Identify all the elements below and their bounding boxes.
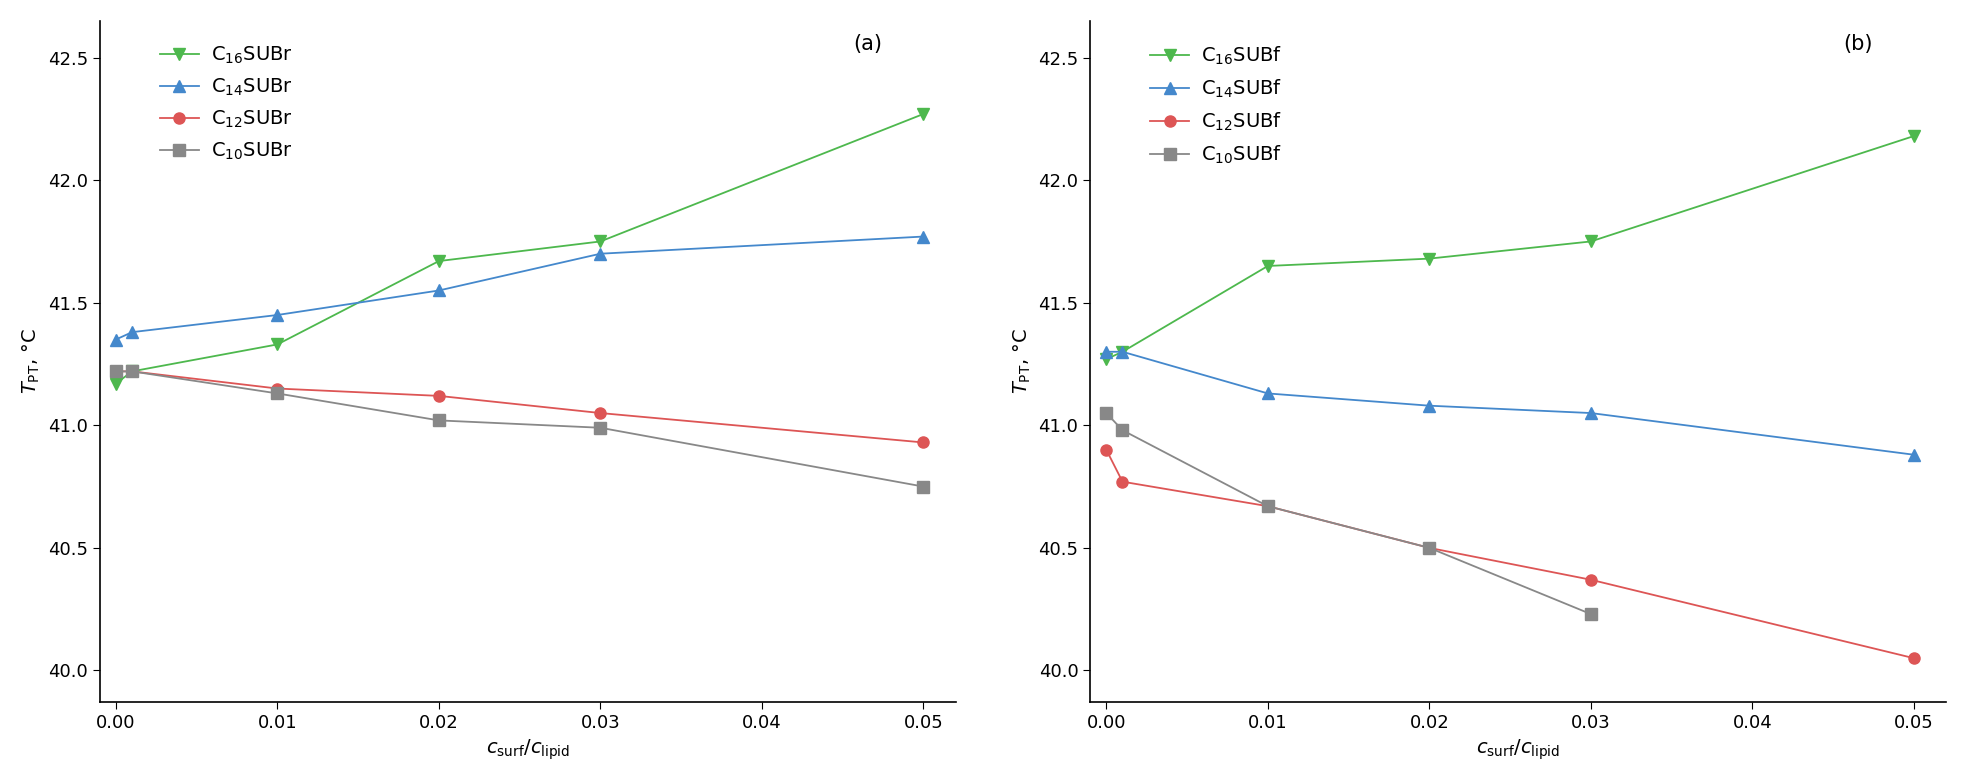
Line: C$_{10}$SUBr: C$_{10}$SUBr	[110, 366, 928, 493]
C$_{14}$SUBf	[1418, 401, 1442, 410]
C$_{16}$SUBr	[427, 256, 450, 265]
C$_{12}$SUBr	[427, 392, 450, 401]
C$_{16}$SUBr	[104, 379, 128, 388]
C$_{10}$SUBr	[911, 482, 934, 491]
Line: C$_{14}$SUBr: C$_{14}$SUBr	[110, 231, 928, 345]
C$_{16}$SUBf	[1418, 254, 1442, 263]
C$_{12}$SUBf	[1111, 477, 1135, 486]
Line: C$_{16}$SUBr: C$_{16}$SUBr	[110, 108, 928, 389]
Line: C$_{12}$SUBf: C$_{12}$SUBf	[1102, 444, 1920, 664]
C$_{12}$SUBf	[1580, 575, 1603, 584]
C$_{12}$SUBf	[1418, 543, 1442, 553]
C$_{12}$SUBr	[266, 384, 289, 393]
C$_{16}$SUBf	[1902, 132, 1926, 141]
C$_{16}$SUBr	[120, 366, 144, 376]
C$_{12}$SUBr	[588, 409, 612, 418]
C$_{14}$SUBr	[588, 249, 612, 258]
Text: (a): (a)	[854, 34, 881, 55]
X-axis label: $c_{\mathrm{surf}}/c_{\mathrm{lipid}}$: $c_{\mathrm{surf}}/c_{\mathrm{lipid}}$	[1475, 738, 1560, 762]
C$_{10}$SUBf	[1257, 501, 1281, 511]
C$_{14}$SUBr	[266, 310, 289, 319]
Y-axis label: $\mathit{T}_{\mathrm{PT}}$, °C: $\mathit{T}_{\mathrm{PT}}$, °C	[22, 329, 41, 395]
X-axis label: $c_{\mathrm{surf}}/c_{\mathrm{lipid}}$: $c_{\mathrm{surf}}/c_{\mathrm{lipid}}$	[486, 738, 570, 762]
C$_{16}$SUBr	[588, 236, 612, 246]
C$_{12}$SUBf	[1094, 445, 1117, 454]
C$_{16}$SUBf	[1580, 236, 1603, 246]
C$_{12}$SUBr	[120, 366, 144, 376]
Legend: C$_{16}$SUBf, C$_{14}$SUBf, C$_{12}$SUBf, C$_{10}$SUBf: C$_{16}$SUBf, C$_{14}$SUBf, C$_{12}$SUBf…	[1143, 38, 1290, 174]
C$_{14}$SUBf	[1094, 347, 1117, 356]
C$_{16}$SUBf	[1111, 347, 1135, 356]
C$_{14}$SUBf	[1902, 450, 1926, 460]
C$_{16}$SUBr	[911, 110, 934, 119]
C$_{14}$SUBr	[120, 327, 144, 337]
Line: C$_{12}$SUBr: C$_{12}$SUBr	[110, 366, 928, 448]
C$_{12}$SUBr	[104, 366, 128, 376]
Legend: C$_{16}$SUBr, C$_{14}$SUBr, C$_{12}$SUBr, C$_{10}$SUBr: C$_{16}$SUBr, C$_{14}$SUBr, C$_{12}$SUBr…	[151, 38, 301, 170]
C$_{10}$SUBf	[1580, 609, 1603, 619]
Line: C$_{10}$SUBf: C$_{10}$SUBf	[1102, 407, 1597, 619]
C$_{12}$SUBf	[1257, 501, 1281, 511]
Text: (b): (b)	[1843, 34, 1873, 55]
C$_{14}$SUBf	[1580, 409, 1603, 418]
C$_{12}$SUBf	[1902, 654, 1926, 663]
C$_{14}$SUBr	[104, 335, 128, 345]
C$_{10}$SUBr	[120, 366, 144, 376]
C$_{10}$SUBr	[104, 366, 128, 376]
C$_{10}$SUBf	[1418, 543, 1442, 553]
C$_{10}$SUBr	[588, 423, 612, 432]
C$_{10}$SUBf	[1094, 409, 1117, 418]
C$_{16}$SUBf	[1094, 355, 1117, 364]
C$_{10}$SUBr	[427, 416, 450, 425]
C$_{14}$SUBf	[1257, 388, 1281, 398]
C$_{16}$SUBf	[1257, 262, 1281, 271]
C$_{14}$SUBr	[911, 232, 934, 241]
C$_{12}$SUBr	[911, 438, 934, 447]
Line: C$_{16}$SUBf: C$_{16}$SUBf	[1102, 131, 1920, 365]
C$_{14}$SUBr	[427, 286, 450, 295]
Y-axis label: $\mathit{T}_{\mathrm{PT}}$, °C: $\mathit{T}_{\mathrm{PT}}$, °C	[1011, 329, 1033, 395]
Line: C$_{14}$SUBf: C$_{14}$SUBf	[1102, 346, 1920, 460]
C$_{14}$SUBf	[1111, 347, 1135, 356]
C$_{16}$SUBr	[266, 340, 289, 349]
C$_{10}$SUBr	[266, 388, 289, 398]
C$_{10}$SUBf	[1111, 425, 1135, 435]
